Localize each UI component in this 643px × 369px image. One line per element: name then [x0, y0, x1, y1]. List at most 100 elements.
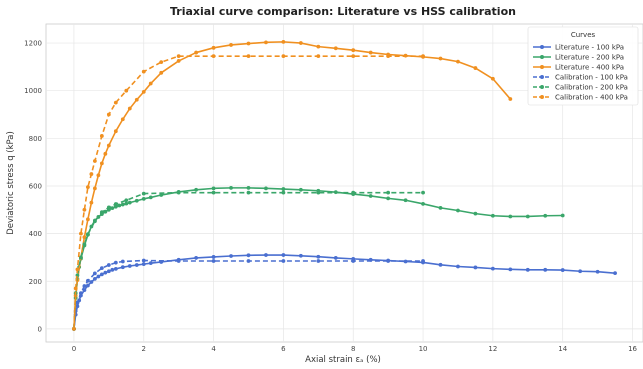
data-point [113, 204, 118, 209]
data-point [92, 219, 97, 224]
legend-swatch-marker [540, 65, 544, 69]
data-point [85, 217, 90, 222]
data-point [73, 286, 78, 291]
data-point [110, 206, 115, 211]
data-point [120, 259, 125, 264]
data-point [456, 264, 460, 269]
data-point [403, 198, 408, 203]
data-point [211, 190, 216, 195]
data-point [264, 253, 268, 257]
data-point [134, 97, 139, 102]
legend-swatch-marker [540, 75, 544, 79]
data-point [120, 202, 125, 207]
data-point [351, 48, 356, 53]
legend-label: Literature - 100 kPa [555, 44, 624, 52]
data-point [438, 205, 443, 210]
x-tick-label: 16 [628, 345, 637, 353]
data-point [99, 266, 104, 271]
data-point [333, 256, 338, 260]
legend-label: Literature - 400 kPa [555, 64, 624, 72]
data-point [103, 270, 108, 275]
data-point [298, 253, 303, 258]
data-point [281, 187, 286, 191]
data-point [456, 208, 460, 213]
data-point [246, 259, 251, 263]
data-point [106, 269, 111, 274]
y-tick-label: 400 [29, 230, 42, 238]
data-point [490, 76, 495, 81]
data-point [92, 186, 97, 191]
data-point [85, 232, 90, 236]
x-tick-label: 12 [488, 345, 497, 353]
data-point [368, 194, 373, 198]
data-point [141, 191, 146, 196]
data-point [211, 255, 216, 259]
data-point [264, 186, 268, 191]
data-point [96, 173, 101, 178]
data-point [134, 198, 139, 203]
data-point [316, 254, 321, 259]
data-point [298, 41, 303, 45]
data-point [194, 50, 199, 55]
data-point [386, 190, 391, 195]
data-point [211, 45, 216, 50]
data-point [421, 190, 425, 195]
data-point [281, 39, 286, 44]
data-point [281, 259, 286, 263]
x-tick-label: 10 [419, 345, 428, 353]
data-point [490, 213, 495, 218]
data-point [281, 253, 286, 257]
y-axis-label: Deviatoric stress q (kPa) [6, 131, 16, 235]
data-point [246, 185, 251, 190]
data-point [560, 213, 565, 218]
data-point [176, 54, 181, 59]
data-point [246, 253, 251, 258]
legend-swatch-marker [540, 85, 544, 89]
data-point [75, 300, 80, 305]
legend-swatch-marker [540, 45, 544, 49]
y-tick-label: 1000 [24, 87, 42, 95]
chart-title: Triaxial curve comparison: Literature vs… [170, 5, 516, 18]
data-point [508, 267, 513, 272]
series-calibration-400-kpa [72, 54, 425, 331]
data-point [117, 203, 122, 208]
data-point [82, 242, 87, 247]
data-point [403, 259, 408, 264]
series-literature-400-kpa [72, 39, 513, 331]
x-tick-label: 0 [72, 345, 76, 353]
data-point [103, 209, 108, 214]
data-point [75, 267, 80, 272]
legend-swatch-marker [540, 95, 544, 99]
data-point [264, 40, 268, 45]
data-point [141, 258, 146, 263]
y-tick-label: 0 [38, 325, 42, 333]
y-tick-label: 200 [29, 278, 42, 286]
data-point [229, 185, 233, 190]
data-point [560, 268, 565, 272]
data-point [141, 196, 146, 201]
data-point [75, 304, 80, 309]
x-axis-label: Axial strain εₐ (%) [305, 355, 381, 365]
data-point [89, 200, 94, 205]
legend-box [527, 26, 639, 106]
data-point [543, 213, 548, 218]
data-point [159, 60, 164, 65]
legend-item: Literature - 200 kPa [533, 54, 624, 62]
data-point [92, 271, 97, 276]
data-point [99, 272, 104, 277]
data-point [194, 256, 199, 260]
data-point [99, 161, 104, 166]
data-point [106, 205, 111, 210]
x-tick-label: 2 [142, 345, 146, 353]
data-point [89, 280, 94, 284]
legend-item: Calibration - 100 kPa [533, 74, 628, 82]
legend-item: Calibration - 400 kPa [533, 94, 628, 102]
data-point [473, 211, 478, 216]
data-point [79, 291, 83, 296]
data-point [99, 134, 104, 138]
data-point [141, 69, 146, 74]
x-tick-label: 8 [351, 345, 355, 353]
data-point [316, 190, 321, 195]
data-point [159, 193, 164, 197]
data-point [159, 70, 164, 75]
